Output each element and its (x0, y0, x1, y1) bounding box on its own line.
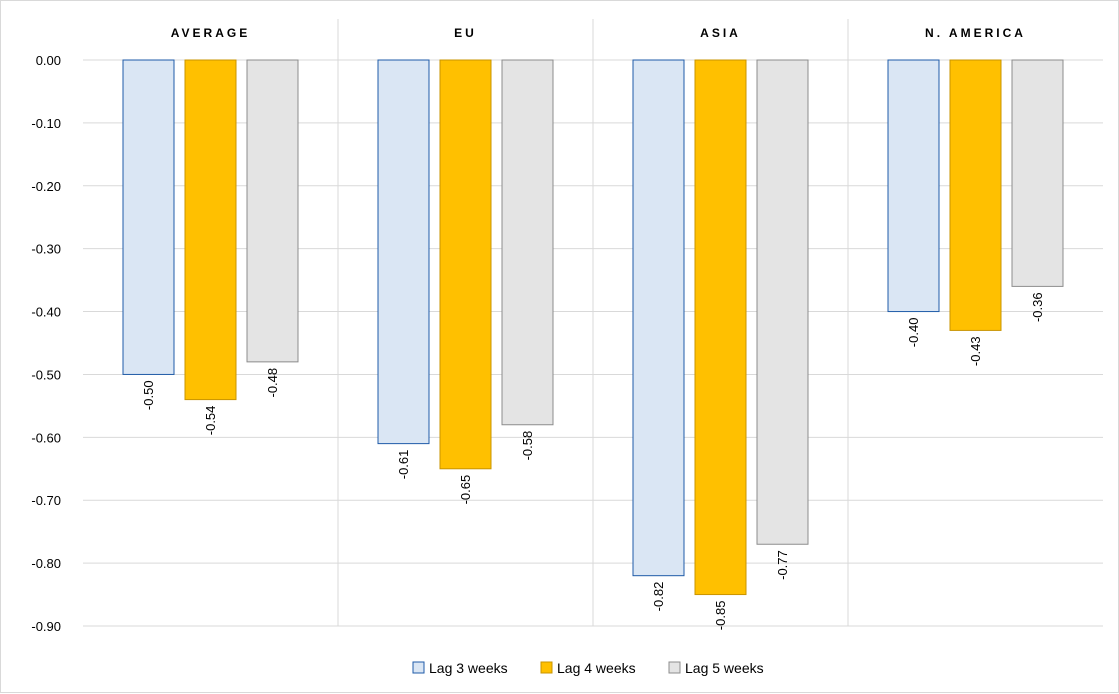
bar[interactable] (756, 59, 809, 545)
y-tick-label: -0.40 (31, 305, 61, 320)
bar[interactable] (377, 59, 430, 445)
data-label: -0.40 (906, 318, 921, 348)
bar[interactable] (1011, 59, 1064, 287)
category-label: EU (454, 26, 477, 40)
y-tick-label: -0.20 (31, 179, 61, 194)
bar[interactable] (501, 59, 554, 426)
data-label: -0.82 (651, 582, 666, 612)
bar[interactable] (184, 59, 237, 401)
bar[interactable] (632, 59, 685, 577)
y-tick-label: -0.90 (31, 619, 61, 634)
category-label: ASIA (700, 26, 741, 40)
data-label: -0.54 (203, 406, 218, 436)
y-tick-label: -0.70 (31, 493, 61, 508)
legend-label: Lag 3 weeks (429, 660, 508, 676)
y-tick-label: -0.80 (31, 556, 61, 571)
bar[interactable] (949, 59, 1002, 331)
y-tick-label: -0.60 (31, 430, 61, 445)
y-tick-label: -0.50 (31, 367, 61, 382)
bar[interactable] (122, 59, 175, 375)
data-label: -0.50 (141, 380, 156, 410)
legend-label: Lag 5 weeks (685, 660, 764, 676)
data-label: -0.36 (1030, 292, 1045, 322)
data-label: -0.61 (396, 450, 411, 480)
data-label: -0.43 (968, 336, 983, 366)
bar[interactable] (887, 59, 940, 313)
category-label: N. AMERICA (925, 26, 1026, 40)
legend-label: Lag 4 weeks (557, 660, 636, 676)
data-label: -0.58 (520, 431, 535, 461)
data-label: -0.65 (458, 475, 473, 505)
legend-swatch (540, 661, 553, 674)
bar[interactable] (246, 59, 299, 363)
data-label: -0.48 (265, 368, 280, 398)
y-tick-label: -0.30 (31, 242, 61, 257)
category-label: AVERAGE (171, 26, 250, 40)
bar[interactable] (694, 59, 747, 596)
data-label: -0.77 (775, 550, 790, 580)
y-tick-label: -0.10 (31, 116, 61, 131)
legend-swatch (412, 661, 425, 674)
bar[interactable] (439, 59, 492, 470)
legend-swatch (668, 661, 681, 674)
y-tick-label: 0.00 (36, 53, 61, 68)
data-label: -0.85 (713, 601, 728, 631)
